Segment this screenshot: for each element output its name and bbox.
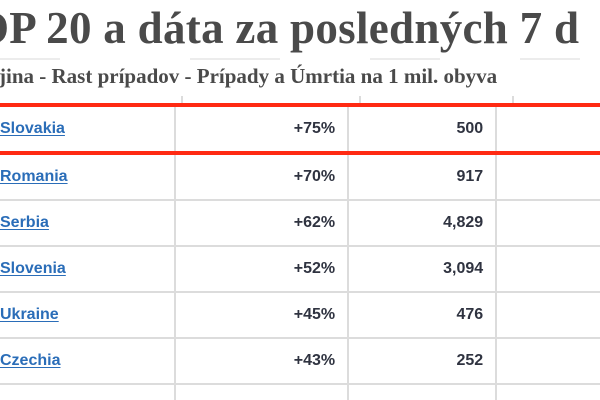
page-subtitle: jina - Rast prípadov - Prípady a Úmrtia … — [0, 64, 497, 89]
growth-cell: +43% — [175, 337, 350, 385]
extra-cell — [496, 199, 600, 247]
page-title: OP 20 a dáta za posledných 7 d — [0, 2, 579, 54]
country-cell: Serbia — [0, 199, 177, 247]
growth-cell: +75% — [175, 103, 350, 155]
country-cell: Slovenia — [0, 245, 177, 293]
divider — [0, 58, 60, 60]
cases-cell: 252 — [348, 337, 498, 385]
extra-cell — [496, 245, 600, 293]
extra-cell — [496, 152, 600, 201]
column-divider — [512, 96, 514, 104]
cases-cell — [348, 383, 498, 400]
growth-cell — [175, 383, 350, 400]
column-divider — [181, 96, 183, 104]
growth-cell: +62% — [175, 199, 350, 247]
table-row-highlighted: Slovakia +75% 500 — [0, 103, 600, 155]
table-row: Slovenia +52% 3,094 — [0, 245, 600, 293]
column-divider — [359, 96, 361, 104]
country-cell — [0, 383, 177, 400]
country-link-slovenia[interactable]: Slovenia — [0, 260, 66, 277]
extra-cell — [496, 383, 600, 400]
country-link-slovakia[interactable]: Slovakia — [0, 120, 65, 137]
cases-cell: 3,094 — [348, 245, 498, 293]
growth-cell: +45% — [175, 291, 350, 339]
growth-cell: +52% — [175, 245, 350, 293]
country-link-czechia[interactable]: Czechia — [0, 352, 61, 369]
extra-cell — [496, 103, 600, 155]
country-cell: Romania — [0, 152, 177, 201]
page-subtitle-text: jina - Rast prípadov - Prípady a Úmrtia … — [0, 64, 498, 88]
country-cell: Czechia — [0, 337, 177, 385]
covid-table: Slovakia +75% 500 Romania +70% 917 Serbi… — [0, 103, 600, 400]
country-cell: Slovakia — [0, 103, 177, 155]
country-cell: Ukraine — [0, 291, 177, 339]
table-row: Czechia +43% 252 — [0, 337, 600, 385]
cases-cell: 4,829 — [348, 199, 498, 247]
growth-cell: +70% — [175, 152, 350, 201]
country-link-ukraine[interactable]: Ukraine — [0, 306, 59, 323]
cases-cell: 917 — [348, 152, 498, 201]
country-link-romania[interactable]: Romania — [0, 168, 68, 185]
extra-cell — [496, 337, 600, 385]
table-row: Ukraine +45% 476 — [0, 291, 600, 339]
cases-cell: 500 — [348, 103, 498, 155]
divider — [370, 58, 440, 60]
extra-cell — [496, 291, 600, 339]
divider — [520, 58, 580, 60]
divider — [190, 58, 280, 60]
page-title-text: OP 20 a dáta za posledných 7 d — [0, 3, 580, 53]
country-link-serbia[interactable]: Serbia — [0, 214, 49, 231]
table-row — [0, 383, 600, 400]
cases-cell: 476 — [348, 291, 498, 339]
table-row: Romania +70% 917 — [0, 152, 600, 201]
table-row: Serbia +62% 4,829 — [0, 199, 600, 247]
data-table: Slovakia +75% 500 Romania +70% 917 Serbi… — [0, 103, 600, 400]
